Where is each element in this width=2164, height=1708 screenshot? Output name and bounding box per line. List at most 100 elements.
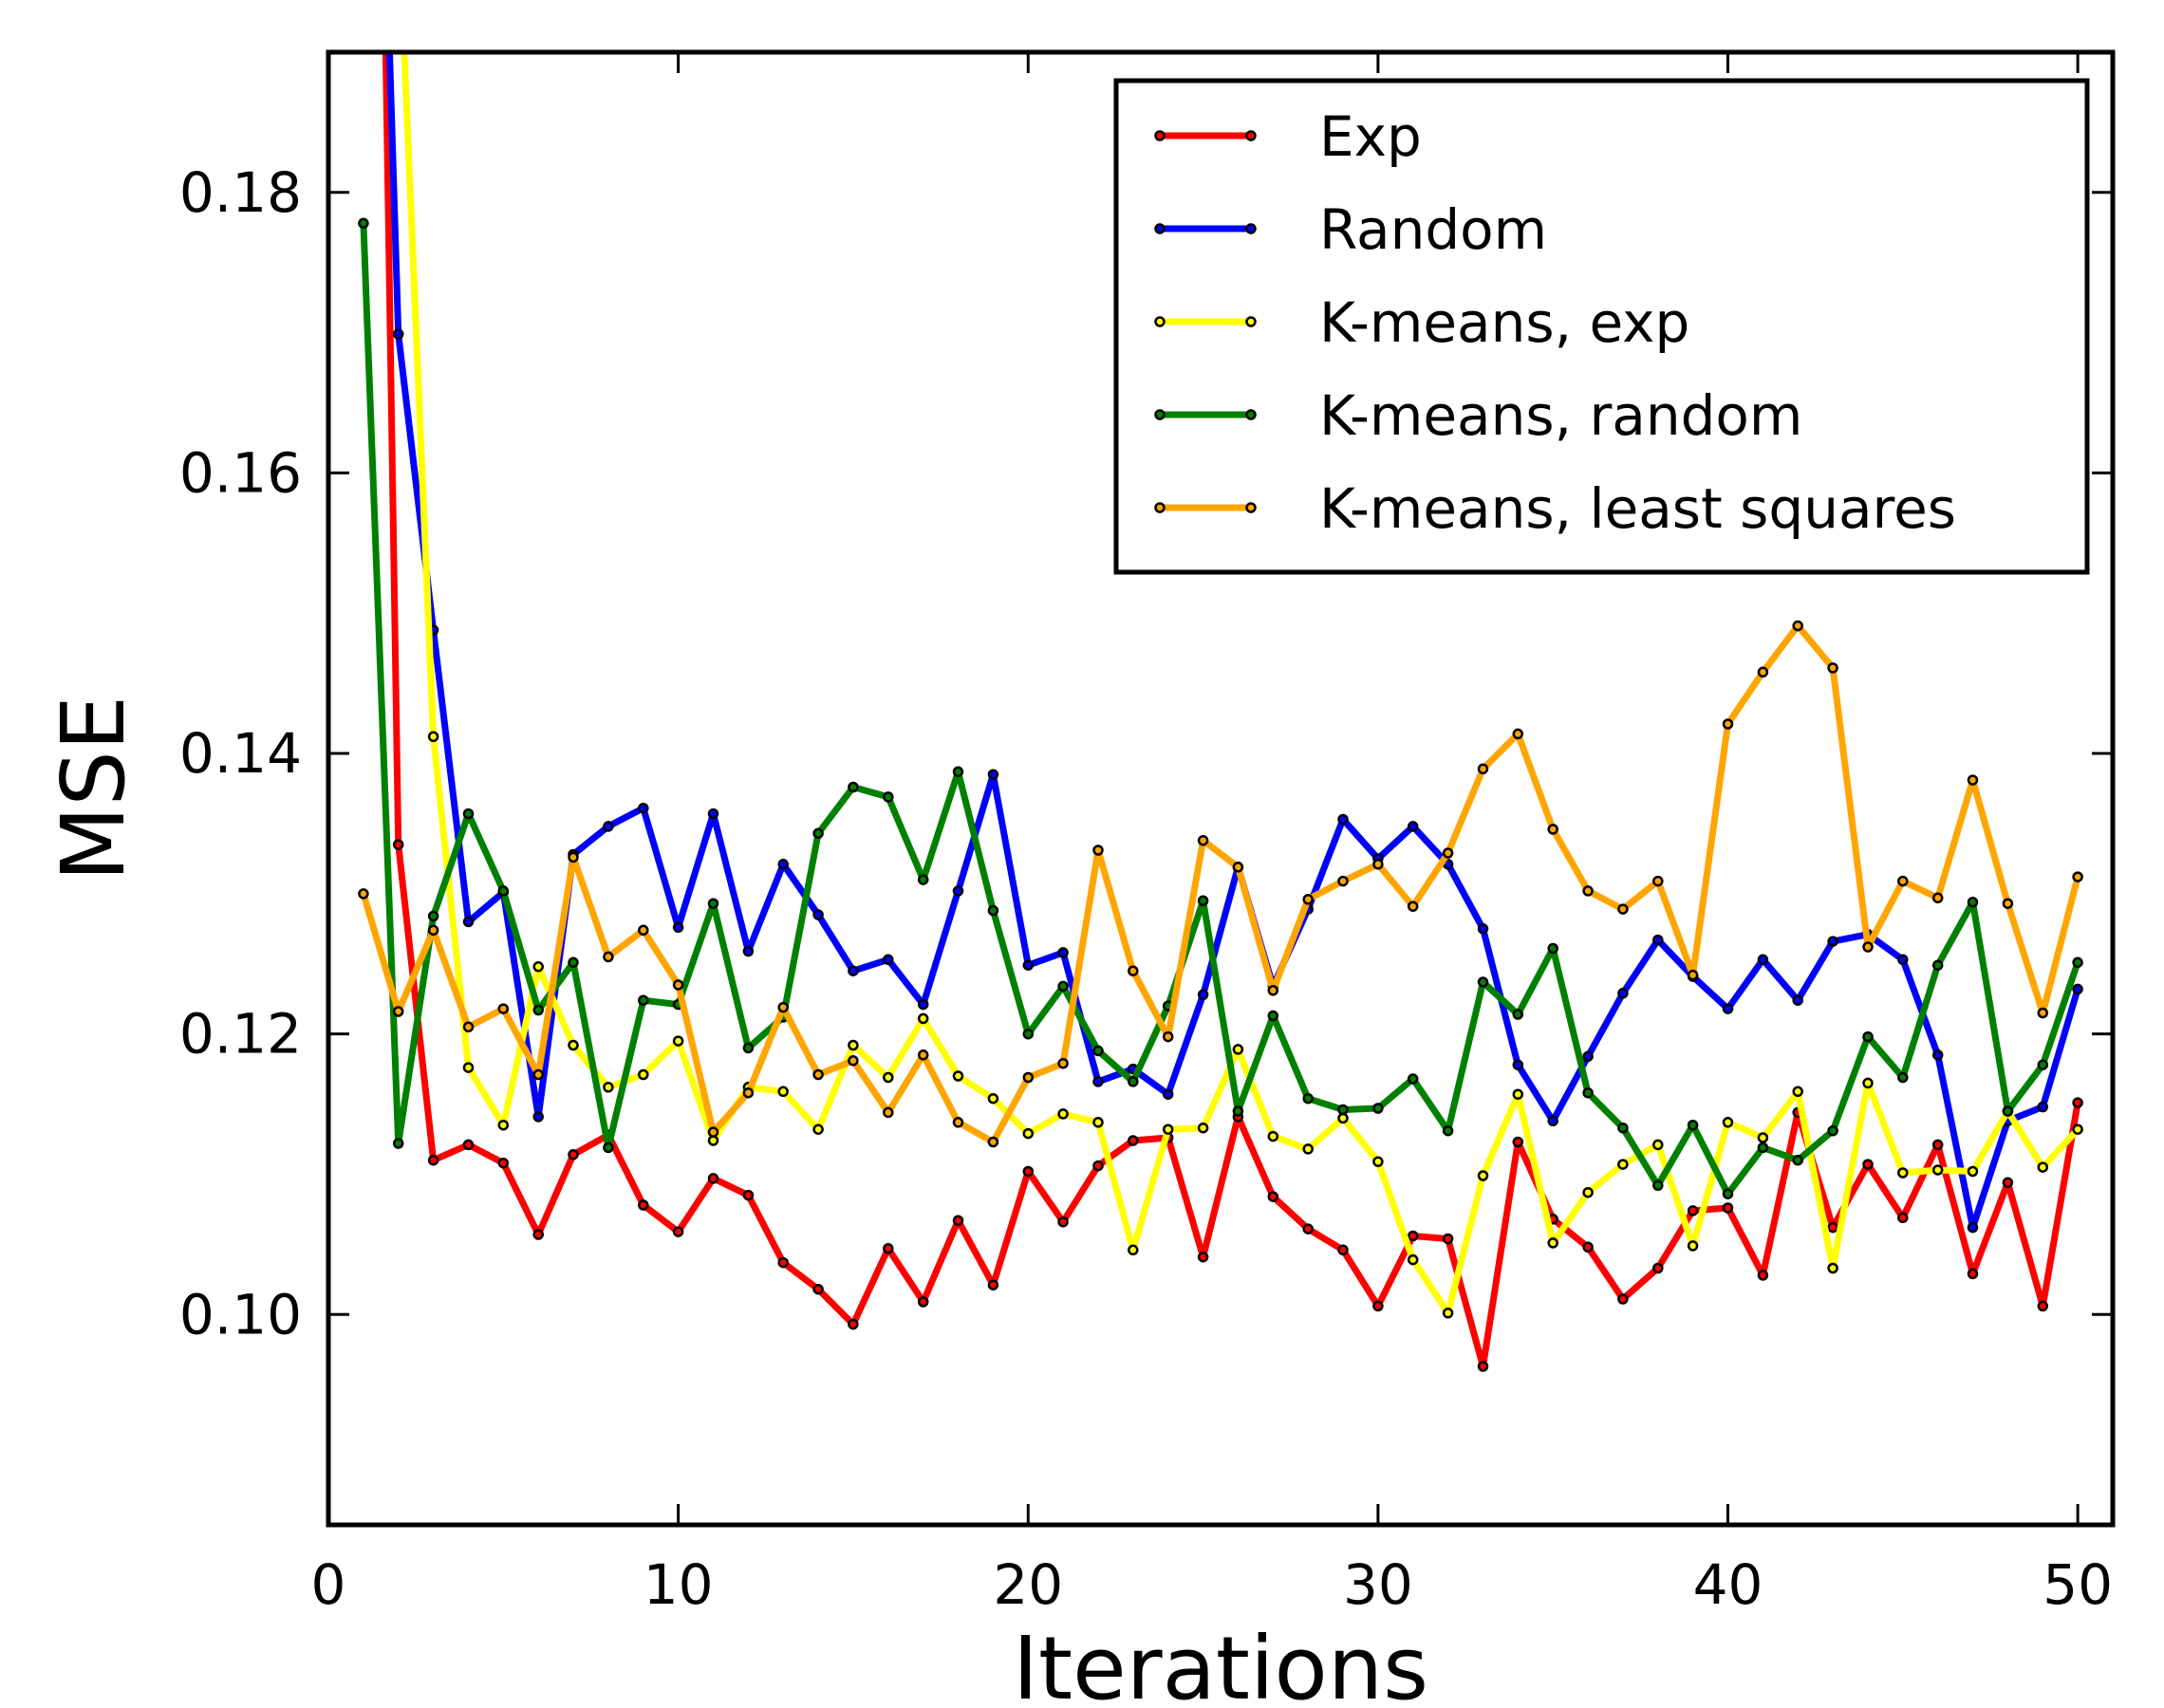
series-0-point	[497, 1157, 510, 1169]
series-4-point	[1792, 620, 1803, 632]
series-2-point	[1267, 1130, 1279, 1142]
series-0-point	[917, 1296, 929, 1308]
series-1-point	[1162, 1088, 1174, 1100]
series-3-point	[2072, 956, 2083, 969]
legend-entry: Exp	[1154, 104, 1422, 169]
y-tick-label: 0.14	[179, 721, 302, 786]
series-4-point	[1931, 892, 1944, 904]
series-2-point	[1617, 1159, 1629, 1170]
series-3-point	[1792, 1154, 1803, 1166]
y-tick-label: 0.18	[179, 160, 302, 225]
series-1-point	[1827, 936, 1838, 947]
series-2-point	[497, 1119, 510, 1131]
series-1-point	[1057, 947, 1069, 958]
legend-marker	[1245, 130, 1257, 141]
legend-frame	[1113, 78, 2090, 575]
series-0-point	[1931, 1139, 1944, 1151]
series-4-point	[1687, 969, 1699, 981]
series-0-point	[1302, 1223, 1314, 1235]
series-3-point	[1442, 1124, 1454, 1137]
series-1-point	[392, 328, 404, 340]
series-0-point	[392, 839, 404, 850]
series-4-point	[1197, 834, 1209, 846]
series-0-point	[1057, 1216, 1069, 1228]
legend-label: K-means, least squares	[1319, 476, 1956, 541]
series-2-point	[603, 1082, 614, 1093]
series-3-point	[1547, 942, 1558, 955]
series-3-point	[848, 781, 859, 793]
series-4-point	[1897, 875, 1909, 887]
series-4-point	[1652, 875, 1664, 887]
series-0-point	[777, 1256, 789, 1269]
series-4-point	[1057, 1057, 1069, 1069]
series-1-point	[1022, 959, 1035, 971]
series-3-point	[1092, 1045, 1104, 1057]
legend-marker	[1154, 316, 1166, 327]
series-3-point	[1232, 1105, 1244, 1117]
series-4-point	[427, 924, 439, 937]
series-4-point	[848, 1055, 859, 1067]
series-4-point	[2037, 1007, 2049, 1019]
series-3-point	[1757, 1142, 1769, 1154]
series-2-point	[2037, 1161, 2049, 1173]
series-3-point	[427, 910, 439, 922]
legend-marker	[1154, 502, 1166, 513]
legend-entry: K-means, random	[1154, 383, 1802, 448]
series-0-point	[1862, 1159, 1874, 1170]
series-2-point	[1862, 1077, 1874, 1089]
series-4-point	[1967, 774, 1979, 786]
series-3-point	[1022, 1028, 1035, 1040]
series-3-point	[1687, 1119, 1699, 1131]
series-2-point	[1197, 1122, 1209, 1134]
plot-frame	[326, 49, 2116, 1528]
series-2-point	[1162, 1123, 1174, 1135]
legend-marker	[1154, 223, 1166, 234]
series-0-point	[707, 1173, 719, 1184]
x-tick-label: 40	[1693, 1552, 1763, 1617]
series-1-point	[462, 916, 475, 928]
series-3-point	[742, 1042, 755, 1054]
series-0-point	[462, 1139, 475, 1151]
series-1-point	[987, 769, 999, 780]
series-0-point	[1827, 1221, 1838, 1234]
series-4-point	[532, 1068, 544, 1081]
series-0-point	[568, 1149, 579, 1160]
series-0-point	[2002, 1177, 2014, 1189]
series-0-point	[1372, 1300, 1384, 1312]
series-0-point	[1722, 1202, 1734, 1214]
series-0-point	[672, 1226, 684, 1237]
series-layer	[358, 52, 2083, 1372]
series-4-point	[812, 1068, 824, 1081]
series-1-point	[1757, 954, 1769, 966]
series-1-point	[707, 808, 719, 820]
legend-entries: Exp Random K-means, exp K-means, random K-me…	[1154, 104, 1956, 541]
series-2-point	[427, 731, 439, 743]
series-0-point	[1022, 1165, 1035, 1178]
series-4-point	[1442, 847, 1454, 859]
series-4-point	[358, 888, 369, 900]
series-3-point	[952, 766, 964, 778]
ticks-layer: 0 10 20 30 40 50 0.10 0.12 0.14 0.16 0.18	[179, 52, 2113, 1617]
series-1-point	[1547, 1115, 1558, 1127]
legend-marker	[1245, 316, 1257, 327]
series-2-point	[1022, 1127, 1035, 1140]
series-0-point	[742, 1189, 755, 1201]
legend-entry: K-means, exp	[1154, 290, 1689, 355]
series-0-point	[1897, 1212, 1909, 1224]
x-tick-label: 10	[644, 1552, 714, 1617]
series-2-point	[1757, 1132, 1769, 1143]
series-0-point	[1687, 1205, 1699, 1216]
series-0-point	[1582, 1241, 1594, 1253]
series-2-point	[777, 1086, 789, 1098]
series-4-point	[1512, 728, 1524, 740]
series-2-point	[1092, 1117, 1104, 1128]
series-0-point	[1197, 1251, 1209, 1263]
series-1-point	[603, 821, 614, 832]
series-4-point	[917, 1049, 929, 1061]
series-0-point	[848, 1318, 859, 1330]
series-0-point	[1757, 1270, 1769, 1281]
series-0-point	[1477, 1361, 1489, 1372]
series-4-point	[1267, 985, 1279, 996]
series-line-0	[382, 52, 2081, 1370]
series-1-point	[848, 965, 859, 976]
